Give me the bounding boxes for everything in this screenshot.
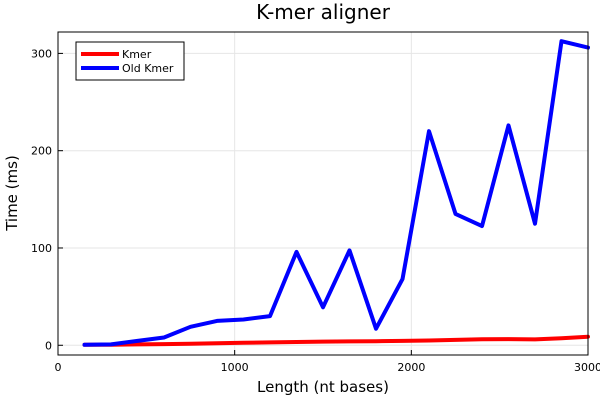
y-tick-label: 0 [45,339,52,352]
legend-label-kmer: Kmer [122,48,152,61]
x-tick-label: 2000 [397,361,425,374]
series-lines [82,39,590,347]
x-tick-label: 0 [55,361,62,374]
series-line-old-kmer [82,39,590,347]
y-axis-label: Time (ms) [3,155,21,232]
x-tick-label: 1000 [221,361,249,374]
x-axis-label: Length (nt bases) [257,378,389,396]
legend-box [75,41,185,81]
y-tick-label: 300 [31,47,52,60]
series-line-kmer [82,334,590,347]
x-tick-label: 3000 [574,361,600,374]
y-tick-label: 100 [31,242,52,255]
axis-ticks: 0 1000 2000 3000 0 100 200 300 [31,47,600,374]
chart-title: K-mer aligner [256,0,391,24]
y-tick-label: 200 [31,145,52,158]
legend-label-old-kmer: Old Kmer [122,62,174,75]
plot-frame [57,31,589,356]
